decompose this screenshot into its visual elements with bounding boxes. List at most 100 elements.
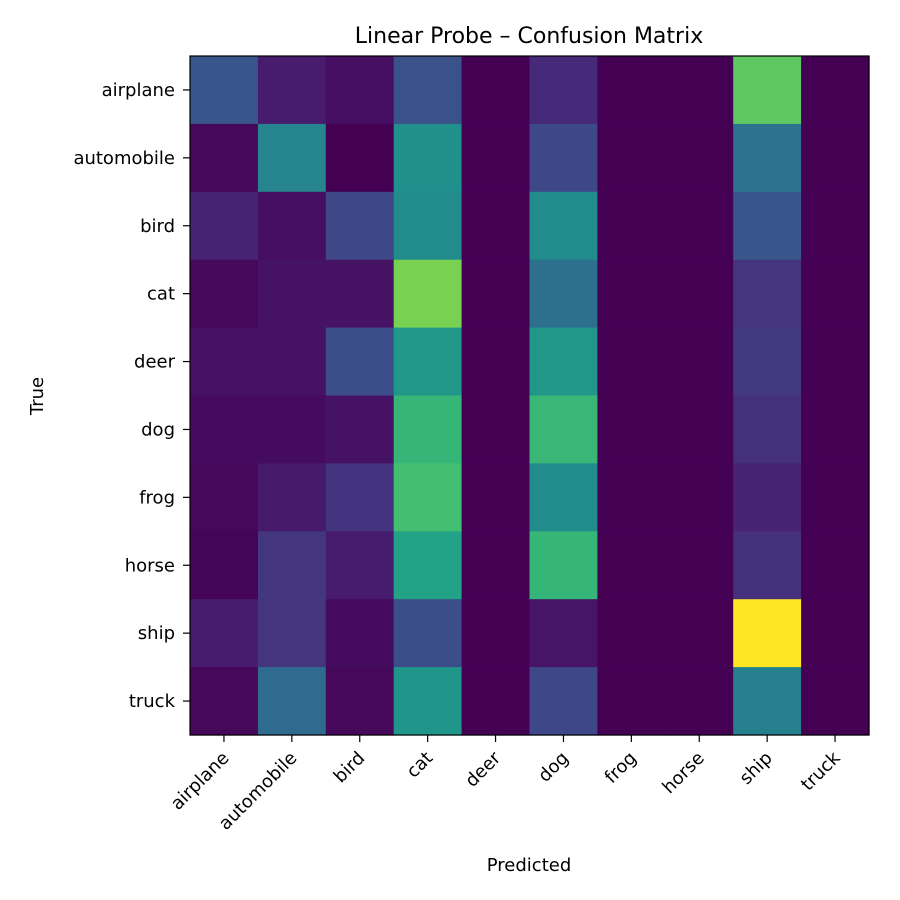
heatmap-cell <box>597 395 666 464</box>
x-tick-label: dog <box>534 748 573 787</box>
heatmap-cell <box>597 463 666 532</box>
heatmap-cell <box>801 123 870 193</box>
heatmap-cell <box>393 56 463 125</box>
heatmap-cell <box>257 327 327 397</box>
heatmap-cell <box>733 667 802 736</box>
x-tick-label: deer <box>461 747 505 791</box>
heatmap-cell <box>733 56 802 125</box>
heatmap-cell <box>190 599 259 668</box>
heatmap-cell <box>801 191 870 261</box>
heatmap-cell <box>597 599 666 668</box>
y-tick-label: horse <box>125 555 175 576</box>
heatmap-cell <box>801 531 870 600</box>
x-tick-label: cat <box>403 748 438 783</box>
heatmap-cell <box>733 531 802 600</box>
heatmap-cell <box>801 56 870 125</box>
heatmap-cell <box>190 667 259 736</box>
heatmap-cell <box>529 56 598 125</box>
heatmap-cell <box>461 667 531 736</box>
heatmap-cell <box>801 259 870 329</box>
heatmap-cell <box>461 327 531 397</box>
heatmap-cell <box>665 123 734 193</box>
heatmap-cell <box>597 531 666 600</box>
heatmap-cell <box>325 463 395 532</box>
heatmap-cell <box>257 191 327 261</box>
x-tick-label: bird <box>330 748 370 788</box>
heatmap-cell <box>325 327 395 397</box>
heatmap-cell <box>461 259 531 329</box>
heatmap-cell <box>393 395 463 464</box>
heatmap-cell <box>597 327 666 397</box>
y-axis-label: True <box>27 377 48 416</box>
heatmap-cell <box>257 123 327 193</box>
plot-frame <box>189 55 870 736</box>
heatmap-cell <box>597 667 666 736</box>
heatmap-cell <box>665 395 734 464</box>
heatmap-cell <box>393 463 463 532</box>
heatmap-cell <box>597 191 666 261</box>
heatmap-cell <box>393 123 463 193</box>
heatmap-cell <box>665 259 734 329</box>
x-tick-label: horse <box>658 748 708 798</box>
y-tick-label: truck <box>129 691 176 712</box>
heatmap-cells <box>190 56 870 736</box>
heatmap-cell <box>393 259 463 329</box>
heatmap-cell <box>733 259 802 329</box>
heatmap-cell <box>325 191 395 261</box>
heatmap-cell <box>529 599 598 668</box>
heatmap-cell <box>733 463 802 532</box>
heatmap-cell <box>801 327 870 397</box>
chart-title: Linear Probe – Confusion Matrix <box>355 24 703 49</box>
y-tick-label: automobile <box>73 148 175 169</box>
heatmap-cell <box>733 395 802 464</box>
heatmap-cell <box>257 259 327 329</box>
heatmap-cell <box>529 395 598 464</box>
heatmap-cell <box>325 599 395 668</box>
x-tick-label: ship <box>736 748 777 789</box>
heatmap-cell <box>665 463 734 532</box>
heatmap-cell <box>190 123 259 193</box>
heatmap-cell <box>461 599 531 668</box>
heatmap-cell <box>461 395 531 464</box>
heatmap-cell <box>393 599 463 668</box>
heatmap-cell <box>461 56 531 125</box>
heatmap-cell <box>801 599 870 668</box>
heatmap-cell <box>665 599 734 668</box>
heatmap-cell <box>733 599 802 668</box>
x-tick-label: frog <box>601 748 641 788</box>
y-tick-label: deer <box>134 352 176 373</box>
heatmap-cell <box>529 191 598 261</box>
heatmap-cell <box>190 531 259 600</box>
x-tick-label: airplane <box>167 748 234 815</box>
heatmap-cell <box>190 56 259 125</box>
heatmap-cell <box>190 259 259 329</box>
heatmap-cell <box>597 259 666 329</box>
heatmap-cell <box>529 463 598 532</box>
heatmap-cell <box>325 531 395 600</box>
y-tick-label: bird <box>140 216 175 237</box>
heatmap-cell <box>461 123 531 193</box>
heatmap-cell <box>325 56 395 125</box>
heatmap-cell <box>529 531 598 600</box>
heatmap-cell <box>190 191 259 261</box>
heatmap-cell <box>325 259 395 329</box>
heatmap-cell <box>801 395 870 464</box>
heatmap-cell <box>393 191 463 261</box>
heatmap-cell <box>733 327 802 397</box>
y-tick-label: airplane <box>102 80 175 101</box>
heatmap-cell <box>461 191 531 261</box>
heatmap-cell <box>190 327 259 397</box>
y-tick-label: cat <box>147 284 175 305</box>
heatmap-cell <box>325 123 395 193</box>
heatmap-cell <box>393 667 463 736</box>
y-tick-label: dog <box>141 419 175 440</box>
heatmap-cell <box>325 395 395 464</box>
heatmap-cell <box>257 395 327 464</box>
heatmap-cell <box>190 463 259 532</box>
heatmap-cell <box>597 56 666 125</box>
heatmap-cell <box>257 56 327 125</box>
heatmap-cell <box>529 667 598 736</box>
heatmap-cell <box>801 463 870 532</box>
y-tick-label: ship <box>138 623 175 644</box>
